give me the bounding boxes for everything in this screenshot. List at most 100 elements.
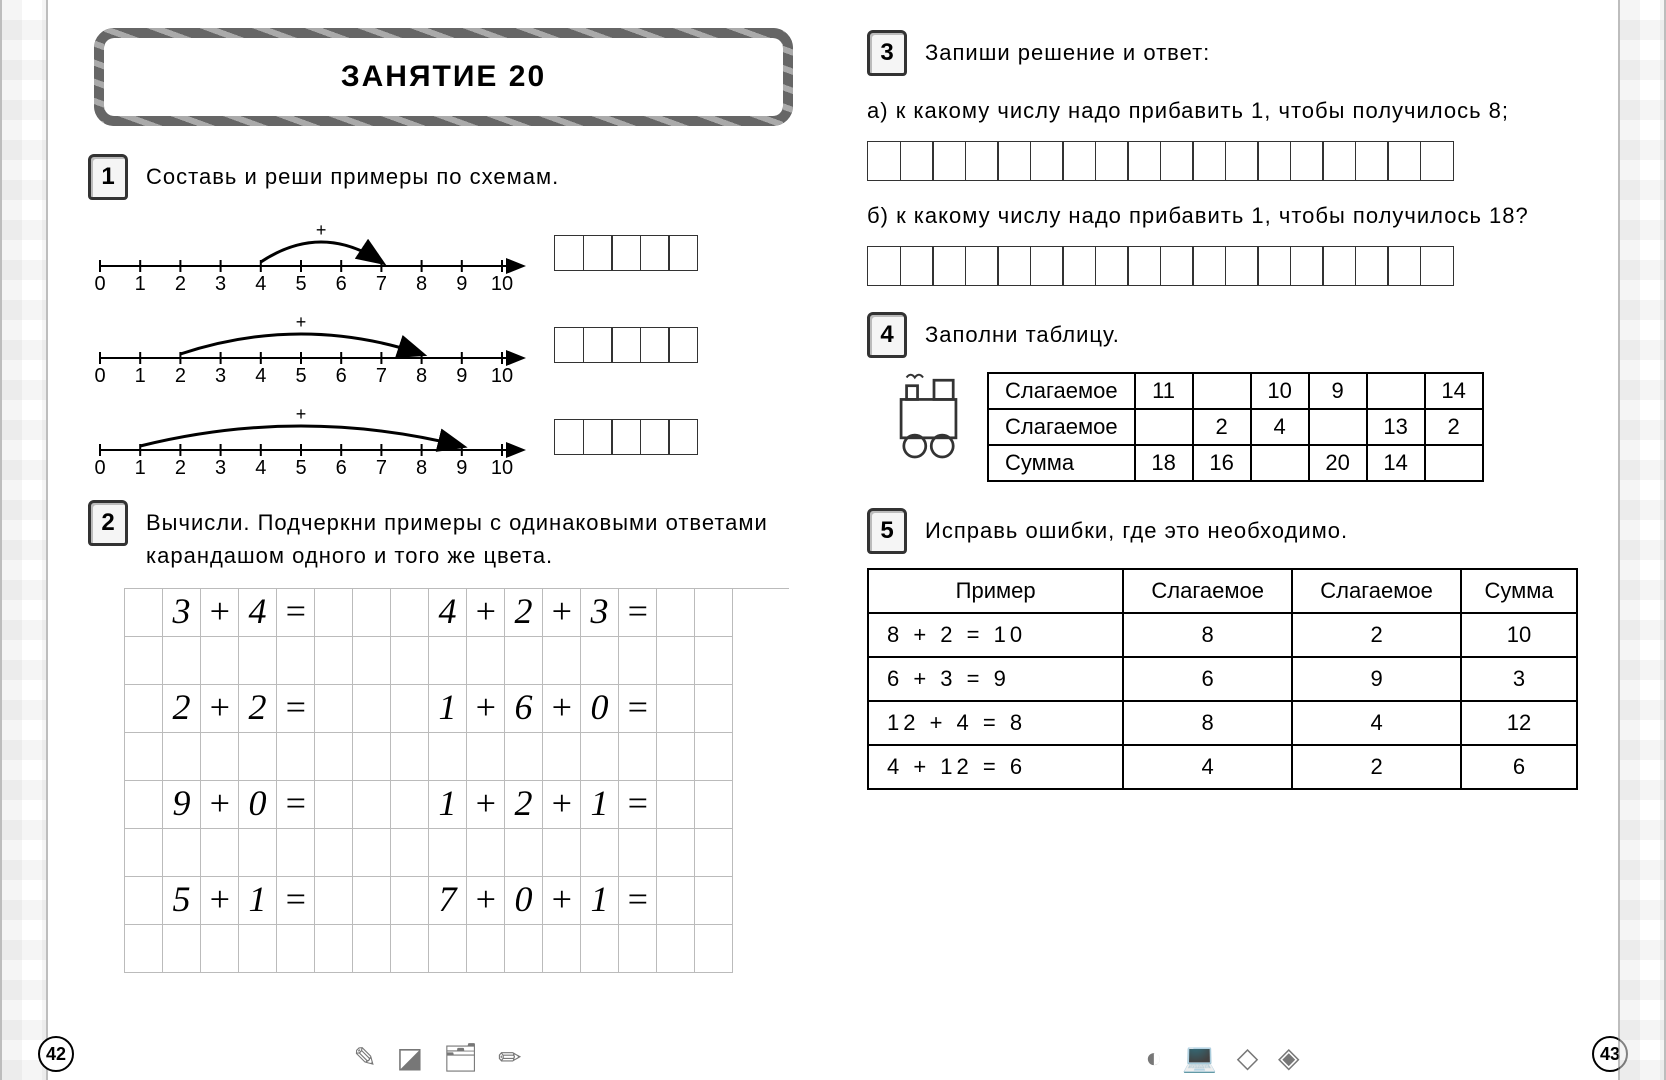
answer-cells-b [867,246,1578,286]
task3-b-text: к какому числу надо прибавить 1, чтобы п… [896,203,1529,228]
task-number: 5 [867,508,907,554]
table-cell [1309,409,1367,445]
table-cell: 20 [1309,445,1367,481]
table-cell: 14 [1425,373,1483,409]
svg-text:8: 8 [416,365,427,384]
svg-text:6: 6 [336,273,347,292]
numberlines-block: 012345678910 + 012345678910 + 0123456789… [88,214,799,476]
table-cell: 10 [1461,613,1577,657]
page-spread: ЗАНЯТИЕ 20 1 Составь и реши примеры по с… [48,0,1618,1080]
svg-text:6: 6 [336,365,347,384]
row-label: Слагаемое [988,373,1135,409]
svg-text:8: 8 [416,457,427,476]
svg-text:3: 3 [215,273,226,292]
task-number: 4 [867,312,907,358]
task-number: 2 [88,500,128,546]
page-right: 3 Запиши решение и ответ: а) к какому чи… [833,0,1618,1080]
table-cell: 8 [1123,701,1292,745]
task-text: Вычисли. Подчеркни примеры с одинаковыми… [146,500,799,572]
task3-a-label: а) [867,98,889,123]
table-cell: 2 [1193,409,1251,445]
table-cell: 6 + 3 = 9 [868,657,1123,701]
footer-doodles: ✎ ◪ 🗂 ✏ [48,1041,833,1074]
svg-text:5: 5 [295,273,306,292]
table-cell [1193,373,1251,409]
table-cell: 6 [1461,745,1577,789]
table-cell: 4 [1123,745,1292,789]
table-cell: 11 [1135,373,1193,409]
svg-text:9: 9 [456,457,467,476]
svg-text:4: 4 [255,457,266,476]
svg-text:+: + [296,312,307,332]
task-4: 4 Заполни таблицу. [867,312,1578,358]
table-cell: 18 [1135,445,1193,481]
lesson-title-frame: ЗАНЯТИЕ 20 [94,28,793,126]
table-cell: 6 [1123,657,1292,701]
task3-b: б) к какому числу надо прибавить 1, чтоб… [867,199,1578,232]
svg-text:9: 9 [456,273,467,292]
numberline: 012345678910 + [88,306,528,384]
svg-text:1: 1 [135,457,146,476]
task3-b-label: б) [867,203,889,228]
table-cell: 8 [1123,613,1292,657]
table-cell: 4 [1251,409,1309,445]
col-header: Слагаемое [1292,569,1461,613]
svg-text:0: 0 [94,365,105,384]
answer-cells-a [867,141,1578,181]
col-header: Слагаемое [1123,569,1292,613]
svg-text:+: + [296,404,307,424]
task-text: Составь и реши примеры по схемам. [146,154,559,200]
svg-text:3: 3 [215,365,226,384]
svg-text:8: 8 [416,273,427,292]
table-cell: 2 [1292,613,1461,657]
table-cell: 9 [1292,657,1461,701]
svg-text:1: 1 [135,273,146,292]
table-cell: 4 [1292,701,1461,745]
numberline: 012345678910 + [88,214,528,292]
task5-table: ПримерСлагаемоеСлагаемоеСумма8 + 2 = 108… [867,568,1578,790]
task-1: 1 Составь и реши примеры по схемам. [88,154,799,200]
col-header: Пример [868,569,1123,613]
svg-text:6: 6 [336,457,347,476]
task-text: Запиши решение и ответ: [925,30,1210,76]
row-label: Сумма [988,445,1135,481]
table-cell: 12 [1461,701,1577,745]
table-cell [1367,373,1425,409]
svg-text:10: 10 [491,457,513,476]
answer-cells [554,419,698,455]
col-header: Сумма [1461,569,1577,613]
table-cell: 9 [1309,373,1367,409]
table-cell: 2 [1292,745,1461,789]
table-cell: 12 + 4 = 8 [868,701,1123,745]
table-cell: 8 + 2 = 10 [868,613,1123,657]
left-border-decoration [0,0,48,1080]
table-cell [1425,445,1483,481]
right-border-decoration [1618,0,1666,1080]
task-3: 3 Запиши решение и ответ: [867,30,1578,76]
svg-text:2: 2 [175,365,186,384]
svg-text:4: 4 [255,273,266,292]
table-cell: 16 [1193,445,1251,481]
svg-text:5: 5 [295,365,306,384]
task-text: Заполни таблицу. [925,312,1120,358]
footer-doodles: ◐ 💻 ◇ ◈ [833,1041,1618,1074]
svg-text:0: 0 [94,273,105,292]
svg-text:10: 10 [491,273,513,292]
svg-text:9: 9 [456,365,467,384]
task3-a-text: к какому числу надо прибавить 1, чтобы п… [896,98,1509,123]
calc-grid: 3+4=4+2+3=2+2=1+6+0=9+0=1+2+1=5+1=7+0+1= [124,588,789,973]
svg-text:1: 1 [135,365,146,384]
table-cell: 10 [1251,373,1309,409]
svg-text:10: 10 [491,365,513,384]
task3-a: а) к какому числу надо прибавить 1, чтоб… [867,94,1578,127]
table-cell: 4 + 12 = 6 [868,745,1123,789]
svg-text:2: 2 [175,457,186,476]
task-number: 1 [88,154,128,200]
page-number-left: 42 [38,1036,74,1072]
table-cell [1135,409,1193,445]
svg-text:2: 2 [175,273,186,292]
answer-cells [554,327,698,363]
svg-text:+: + [316,220,327,240]
table-cell: 3 [1461,657,1577,701]
answer-cells [554,235,698,271]
